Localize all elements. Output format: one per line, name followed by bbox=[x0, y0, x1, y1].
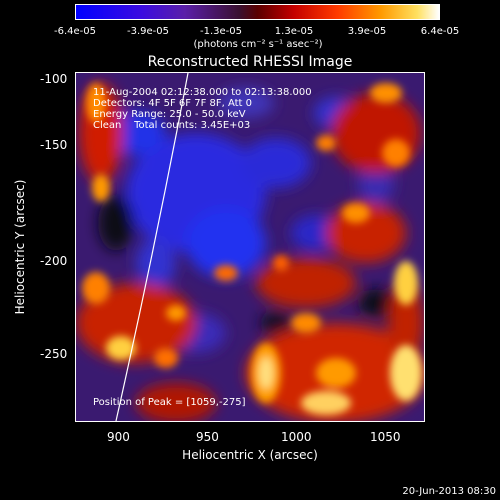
colorbar-units: (photons cm⁻² s⁻¹ asec⁻²) bbox=[193, 39, 323, 50]
info-detectors: Detectors: 4F 5F 6F 7F 8F, Att 0 bbox=[93, 98, 253, 109]
colorbar-tick: -6.4e-05 bbox=[54, 26, 96, 37]
x-tick: 900 bbox=[107, 430, 130, 444]
y-tick: -200 bbox=[40, 254, 68, 268]
x-tick: 1000 bbox=[281, 430, 312, 444]
info-clean-counts: Clean Total counts: 3.45E+03 bbox=[93, 120, 251, 131]
colorbar-tick: -3.9e-05 bbox=[127, 26, 169, 37]
y-axis-label: Heliocentric Y (arcsec) bbox=[13, 179, 27, 315]
x-axis-label: Heliocentric X (arcsec) bbox=[182, 448, 318, 462]
colorbar-tick: -1.3e-05 bbox=[200, 26, 242, 37]
y-tick: -150 bbox=[40, 138, 68, 152]
info-peak-position: Position of Peak = [1059,-275] bbox=[93, 397, 246, 408]
y-tick: -100 bbox=[40, 72, 68, 86]
rhessi-image[interactable] bbox=[75, 72, 425, 422]
colorbar-tick: 6.4e-05 bbox=[420, 26, 460, 37]
colorbar-tick: 3.9e-05 bbox=[347, 26, 387, 37]
timestamp: 20-Jun-2013 08:30 bbox=[402, 486, 496, 497]
info-time-range: 11-Aug-2004 02:12:38.000 to 02:13:38.000 bbox=[93, 87, 312, 98]
info-energy-range: Energy Range: 25.0 - 50.0 keV bbox=[93, 109, 246, 120]
image-map bbox=[76, 73, 424, 421]
plot-title: Reconstructed RHESSI Image bbox=[147, 54, 353, 70]
x-tick: 1050 bbox=[370, 430, 401, 444]
colorbar bbox=[75, 4, 440, 20]
y-tick: -250 bbox=[40, 347, 68, 361]
colorbar-tick: 1.3e-05 bbox=[274, 26, 314, 37]
x-tick: 950 bbox=[196, 430, 219, 444]
